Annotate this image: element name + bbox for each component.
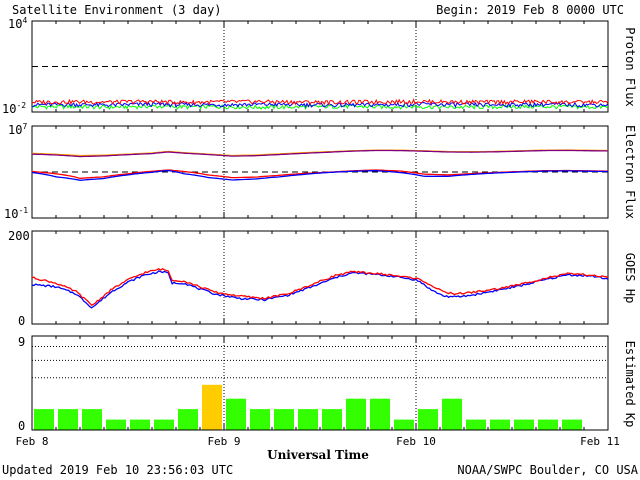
hp-ytick-bottom: 0 (18, 314, 25, 328)
kp-bar (394, 419, 414, 430)
kp-frame (31, 335, 609, 431)
kp-bar (514, 419, 534, 430)
proton-series-red (31, 98, 609, 106)
kp-bar (466, 419, 486, 430)
kp-bar (370, 398, 390, 430)
kp-bar (562, 419, 582, 430)
kp-bar (154, 419, 174, 430)
proton-flux-ylabel: Proton Flux (623, 27, 637, 106)
proton-ytick-bottom: 10-2 (2, 101, 26, 116)
electron-series-purple (31, 149, 608, 158)
credit-text: NOAA/SWPC Boulder, CO USA (457, 463, 638, 477)
kp-bar (274, 409, 294, 430)
estimated-kp-panel (31, 335, 609, 431)
kp-bar (130, 419, 150, 430)
kp-bar (298, 409, 318, 430)
kp-bar (490, 419, 510, 430)
xtick-feb-10: Feb 10 (396, 435, 436, 448)
updated-time: Updated 2019 Feb 10 23:56:03 UTC (2, 463, 233, 477)
kp-bar (58, 409, 78, 430)
hp-series-red (31, 268, 609, 306)
goes-hp-panel (31, 230, 609, 325)
hp-ytick-top: 200 (8, 229, 30, 243)
hp-frame (31, 230, 609, 325)
electron-series-blue (31, 169, 608, 181)
electron-flux-panel (31, 125, 609, 219)
proton-ytick-top: 104 (8, 16, 27, 31)
proton-flux-panel (31, 20, 609, 113)
electron-ytick-bottom: 10-1 (4, 206, 28, 221)
kp-bar (418, 409, 438, 430)
chart-title: Satellite Environment (3 day) (12, 3, 222, 17)
proton-series-green (31, 103, 609, 111)
goes-hp-ylabel: GOES Hp (623, 253, 637, 304)
xtick-feb-9: Feb 9 (207, 435, 240, 448)
kp-bar (82, 409, 102, 430)
xaxis-title: Universal Time (267, 448, 369, 462)
xtick-feb-11: Feb 11 (580, 435, 620, 448)
kp-bar (346, 398, 366, 430)
proton-frame (31, 20, 609, 113)
xtick-feb-8: Feb 8 (15, 435, 48, 448)
kp-bar (538, 419, 558, 430)
estimated-kp-ylabel: Estimated Kp (623, 341, 637, 428)
kp-ytick-top: 9 (18, 335, 25, 349)
electron-ytick-top: 107 (8, 122, 27, 137)
begin-time: Begin: 2019 Feb 8 0000 UTC (436, 3, 624, 17)
electron-flux-ylabel: Electron Flux (623, 125, 637, 219)
kp-bar (34, 409, 54, 430)
kp-bar (250, 409, 270, 430)
kp-ytick-bottom: 0 (18, 419, 25, 433)
kp-bar (202, 384, 222, 430)
kp-bar (178, 409, 198, 430)
kp-bar (322, 409, 342, 430)
kp-bar (106, 419, 126, 430)
kp-bar (226, 398, 246, 430)
hp-series-blue (31, 270, 609, 309)
kp-bar (442, 398, 462, 430)
